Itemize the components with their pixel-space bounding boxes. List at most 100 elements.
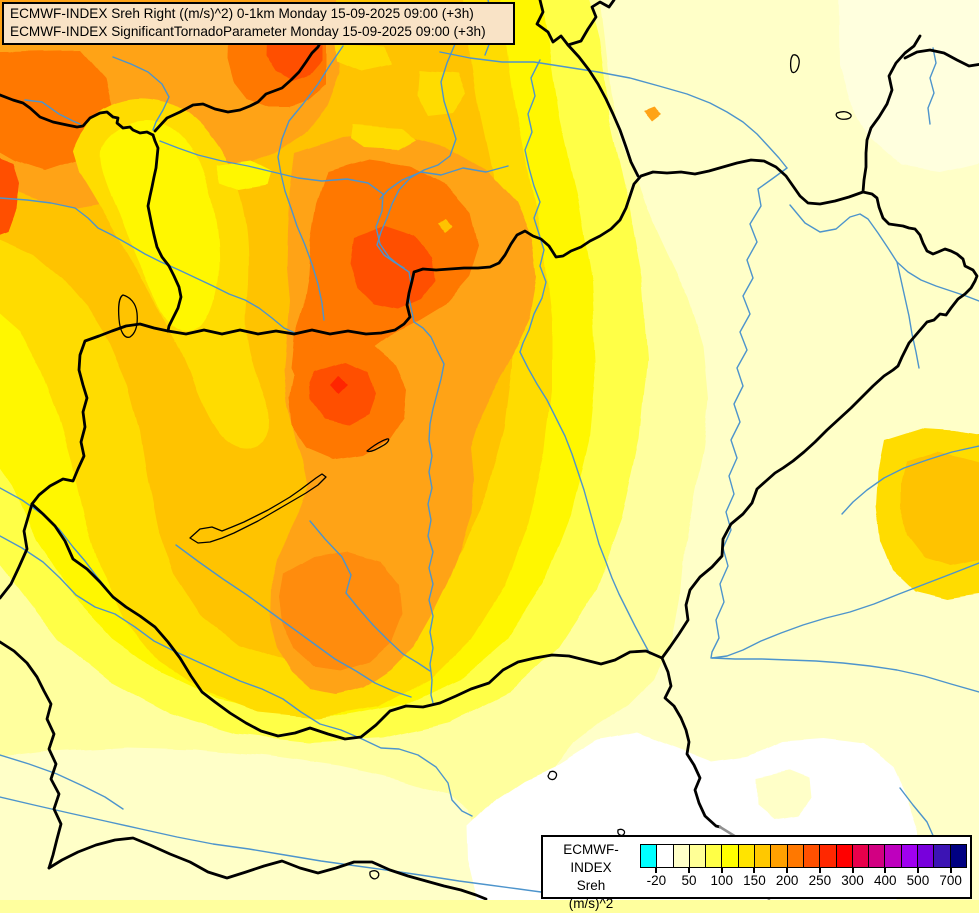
band-cream-east (529, 0, 979, 900)
lake-ne-tiny-1 (789, 54, 800, 74)
legend-box: ECMWF-INDEX Sreh (m/s)^2 -20 50 100 150 200 2… (541, 835, 972, 911)
border-slovakia-ukraine (566, 43, 640, 178)
title-box: ECMWF-INDEX Sreh Right ((m/s)^2) 0-1km M… (2, 2, 515, 45)
legend-ticklabel-100: 100 (710, 873, 734, 888)
legend-swatch-18 (917, 844, 935, 868)
river-mura (0, 487, 107, 589)
river-ipel (379, 165, 509, 200)
lake-ne-tiny-2 (835, 111, 852, 120)
lake-velence (366, 438, 390, 453)
lake-neusiedl (117, 294, 138, 338)
river-danube-upper (159, 140, 410, 273)
river-tisza (710, 167, 788, 659)
legend-swatch-10 (786, 844, 804, 868)
legend-tickmark-250 (818, 867, 821, 873)
legend-label-line-2: Sreh (576, 878, 606, 893)
legend-swatch-2 (656, 844, 674, 868)
island-tiny-3 (617, 828, 626, 837)
lakes (117, 54, 852, 880)
legend-swatch-8 (754, 844, 772, 868)
legend-ticklabel-700: 700 (939, 873, 962, 888)
border-ukraine-east (903, 48, 979, 68)
border-poland-top (535, 0, 616, 47)
border-slovenia-west (30, 322, 170, 506)
legend-swatch-3 (672, 844, 690, 868)
border-hungary-slovakia-north (166, 158, 865, 336)
river-zagyva (519, 59, 651, 655)
legend-swatch-12 (819, 844, 837, 868)
river-sava-branch (0, 754, 124, 810)
legend-ticklabel-200: 200 (775, 873, 799, 888)
legend-label: ECMWF-INDEX Sreh (m/s)^2 (543, 841, 639, 913)
band-red-speck (330, 376, 347, 394)
title-line-1: ECMWF-INDEX Sreh Right ((m/s)^2) 0-1km M… (10, 6, 474, 21)
band-gold-pocket-1 (335, 44, 391, 71)
legend-ticklabel-300: 300 (841, 873, 864, 888)
legend-swatch-5 (705, 844, 723, 868)
legend-swatch-13 (835, 844, 853, 868)
legend-swatch-11 (802, 844, 821, 868)
legend-tickmark--20 (655, 867, 658, 873)
river-sio (309, 520, 431, 672)
river-upper-tisza-east (789, 204, 979, 302)
legend-ticklabel-250: 250 (808, 873, 832, 888)
legend-ticklabel-500: 500 (906, 873, 930, 888)
river-nw-small-2 (24, 99, 81, 125)
title-line-2: ECMWF-INDEX SignificantTornadoParameter … (10, 24, 486, 39)
band-amber-speck-1 (438, 219, 452, 232)
legend-ticklabel-400: 400 (873, 873, 897, 888)
band-redorange-left-edge (0, 157, 20, 235)
legend-tickmark-100 (720, 867, 723, 873)
band-redorange-core-lower (310, 362, 375, 424)
island-tiny-1 (547, 770, 558, 781)
island-tiny-2 (369, 870, 380, 880)
legend-tickmark-700 (949, 867, 952, 873)
river-szamos (711, 562, 979, 659)
border-croatia-hungary (30, 502, 664, 741)
legend-tickmark-50 (688, 867, 691, 873)
river-danube-south (408, 271, 445, 704)
legend-swatch-15 (868, 844, 886, 868)
river-maros (711, 657, 979, 693)
legend-tickmark-150 (753, 867, 756, 873)
border-slovakia-ne (153, 34, 326, 133)
band-gold-pocket-3 (350, 124, 417, 149)
border-hungary-romania (660, 190, 979, 660)
river-sava (0, 796, 542, 893)
band-redorange-core-upper (349, 226, 435, 309)
river-vah (277, 45, 344, 321)
river-kapos (175, 544, 412, 698)
legend-label-line-3: (m/s)^2 (568, 896, 614, 911)
band-amber-east-core (900, 452, 979, 566)
legend-tickmark-400 (884, 867, 887, 873)
legend-swatch-20 (949, 844, 967, 868)
river-upper-tisza-branch (896, 261, 920, 369)
band-cream-pocket-in-white (756, 771, 811, 819)
lake-balaton (189, 473, 327, 544)
legend-swatch-14 (851, 844, 870, 868)
border-croatia-bosnia-left (0, 640, 63, 870)
legend-color-bar (640, 844, 967, 868)
band-amber-speck-2 (323, 113, 333, 123)
legend-tickmark-300 (851, 867, 854, 873)
band-orange-speck (644, 107, 661, 121)
river-ne-short (927, 47, 937, 125)
river-drava (0, 535, 473, 817)
river-raba (0, 197, 296, 334)
border-serbia-south (660, 656, 722, 829)
legend-tickmark-200 (786, 867, 789, 873)
legend-swatch-4 (688, 844, 707, 868)
river-top-network (439, 51, 788, 169)
legend-ticklabel-50: 50 (681, 873, 697, 888)
legend-swatch-9 (770, 844, 788, 868)
legend-swatch-17 (900, 844, 919, 868)
band-palest-ne-corner (838, 0, 979, 172)
legend-swatch-1 (640, 844, 658, 868)
border-ukraine-north (861, 34, 922, 194)
legend-swatch-16 (884, 844, 902, 868)
river-east-short (841, 445, 979, 515)
